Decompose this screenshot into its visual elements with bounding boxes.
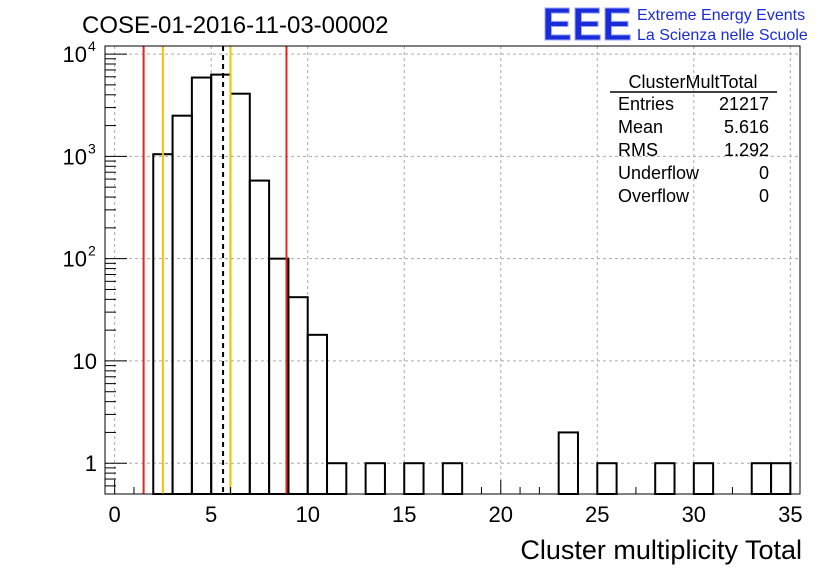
stats-value: 21217 (719, 94, 769, 114)
x-tick-label: 5 (205, 502, 217, 527)
stats-box-name: ClusterMultTotal (628, 72, 757, 92)
histogram-bin (229, 92, 251, 495)
eee-logo: EEE Extreme Energy Events La Scienza nel… (542, 0, 808, 51)
eee-logo-mark: EEE (542, 0, 632, 50)
histogram-bin (403, 462, 425, 496)
stats-label: Entries (618, 94, 674, 114)
histogram-bin (441, 462, 464, 496)
stats-value: 1.292 (724, 140, 769, 160)
histogram-bin (248, 179, 271, 495)
histogram-bin (190, 76, 213, 496)
x-tick-label: 15 (392, 502, 416, 527)
stats-label: Overflow (618, 186, 690, 206)
x-tick-label: 30 (682, 502, 706, 527)
x-tick-label: 0 (109, 502, 121, 527)
stats-label: Underflow (618, 163, 700, 183)
histogram-bin (364, 462, 386, 496)
y-tick-label: 1 (85, 451, 97, 476)
stats-label: RMS (618, 140, 658, 160)
x-tick-label: 20 (489, 502, 513, 527)
y-tick-label: 10 (73, 349, 97, 374)
histogram-bin (326, 462, 348, 496)
y-tick-exponent: 3 (88, 140, 96, 156)
logo-line-1: Extreme Energy Events (637, 7, 805, 24)
plot-frame (104, 45, 801, 495)
stats-value: 5.616 (724, 117, 769, 137)
chart-title: COSE-01-2016-11-03-00002 (82, 12, 388, 39)
histogram-bin (210, 73, 232, 496)
histogram-bin (654, 462, 676, 496)
grid-lines (105, 46, 800, 494)
y-tick-exponent: 4 (88, 38, 96, 54)
histogram-bin (171, 114, 193, 495)
y-tick-exponent: 2 (88, 243, 96, 259)
histogram-bars (152, 73, 792, 496)
stats-label: Mean (618, 117, 663, 137)
stats-box: ClusterMultTotal Entries 21217 Mean 5.616 RM… (610, 72, 777, 206)
x-axis-label: Cluster multiplicity Total (520, 535, 802, 565)
x-tick-label: 35 (778, 502, 802, 527)
y-tick-label: 10 (63, 247, 87, 272)
histogram-bin (750, 462, 773, 496)
histogram-bin (692, 462, 715, 496)
histogram-bin (596, 462, 618, 496)
x-tick-label: 25 (585, 502, 609, 527)
marker-lines (142, 46, 288, 494)
y-tick-label: 10 (63, 144, 87, 169)
stats-value: 0 (759, 186, 769, 206)
histogram-bin (287, 296, 309, 495)
x-axis: 0 5 10 15 20 25 30 35 (109, 480, 803, 527)
histogram-bin (306, 333, 329, 495)
x-tick-label: 10 (295, 502, 319, 527)
y-tick-label: 10 (63, 42, 87, 67)
histogram-bin (770, 462, 792, 496)
stats-value: 0 (759, 163, 769, 183)
logo-line-2: La Scienza nelle Scuole (637, 27, 808, 44)
